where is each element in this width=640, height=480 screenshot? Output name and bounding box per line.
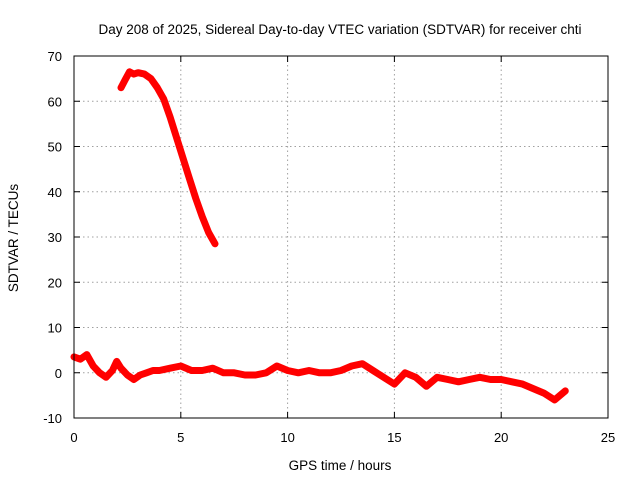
data-point <box>179 154 186 161</box>
axis-tick-labels: 0 5 10 15 20 25 -10 0 10 20 30 40 50 60 70 <box>43 49 615 445</box>
data-point <box>130 71 137 78</box>
y-tick-label: 60 <box>48 94 62 109</box>
data-point <box>209 365 216 372</box>
data-point <box>444 376 451 383</box>
data-point <box>137 372 144 379</box>
x-axis-label: GPS time / hours <box>289 458 392 473</box>
data-point <box>327 369 334 376</box>
data-point <box>540 390 547 397</box>
data-point <box>211 240 218 247</box>
axis-ticks <box>73 55 609 419</box>
data-point <box>130 376 137 383</box>
data-point <box>402 369 409 376</box>
data-point <box>519 381 526 388</box>
data-point <box>147 75 154 82</box>
data-point <box>199 213 206 220</box>
grid <box>74 56 608 418</box>
y-tick-label: 30 <box>48 230 62 245</box>
data-point <box>305 367 312 374</box>
data-point <box>109 367 116 374</box>
data-point <box>263 369 270 376</box>
x-tick-label: 15 <box>387 430 401 445</box>
data-point <box>316 369 323 376</box>
x-tick-label: 25 <box>601 430 615 445</box>
data-point <box>124 372 131 379</box>
data-point <box>177 362 184 369</box>
chart-title: Day 208 of 2025, Sidereal Day-to-day VTE… <box>99 22 582 37</box>
data-point <box>96 369 103 376</box>
data-point <box>220 369 227 376</box>
data-point <box>273 362 280 369</box>
series-track-0 <box>117 68 219 248</box>
data-point <box>186 175 193 182</box>
data-point <box>122 76 129 83</box>
data-point <box>156 367 163 374</box>
data-point <box>117 365 124 372</box>
data-point <box>466 376 473 383</box>
data-point <box>241 372 248 379</box>
data-point <box>199 367 206 374</box>
data-point <box>103 374 110 381</box>
data-point <box>476 374 483 381</box>
data-point <box>508 378 515 385</box>
data-point <box>143 369 150 376</box>
y-tick-label: 10 <box>48 321 62 336</box>
data-point <box>359 360 366 367</box>
y-tick-label: 70 <box>48 49 62 64</box>
data-point <box>113 358 120 365</box>
data-point <box>192 195 199 202</box>
x-tick-label: 20 <box>494 430 508 445</box>
data-point <box>150 367 157 374</box>
data-point <box>412 374 419 381</box>
data-point <box>391 381 398 388</box>
data-point <box>126 68 133 75</box>
data-point <box>154 84 161 91</box>
series-track-1 <box>70 351 569 404</box>
data-point <box>455 378 462 385</box>
data-point <box>487 376 494 383</box>
data-point <box>160 95 167 102</box>
data-point <box>167 365 174 372</box>
data-point <box>530 385 537 392</box>
data-point <box>77 356 84 363</box>
data-point <box>135 69 142 76</box>
data-point <box>370 367 377 374</box>
data-point <box>434 374 441 381</box>
data-point <box>295 369 302 376</box>
data-point <box>252 372 259 379</box>
y-axis-label: SDTVAR / TECUs <box>6 184 21 293</box>
y-tick-label: -10 <box>43 411 62 426</box>
data-series-sdtvar <box>70 68 569 404</box>
y-tick-label: 40 <box>48 185 62 200</box>
data-point <box>90 362 97 369</box>
data-point <box>188 367 195 374</box>
x-tick-label: 0 <box>70 430 77 445</box>
data-point <box>348 362 355 369</box>
data-point <box>141 71 148 78</box>
data-point <box>338 367 344 374</box>
data-point <box>117 84 124 91</box>
data-point <box>284 367 291 374</box>
data-point <box>83 351 90 358</box>
data-point <box>498 376 505 383</box>
data-point <box>423 383 430 390</box>
data-point <box>551 396 558 403</box>
data-point <box>167 114 174 121</box>
x-tick-label: 5 <box>177 430 184 445</box>
y-tick-label: 0 <box>55 366 62 381</box>
data-point <box>562 387 569 394</box>
data-point <box>231 369 238 376</box>
data-point <box>380 374 387 381</box>
data-point <box>205 229 212 236</box>
data-point <box>173 134 180 141</box>
y-tick-label: 20 <box>48 275 62 290</box>
x-tick-label: 10 <box>280 430 294 445</box>
y-tick-label: 50 <box>48 140 62 155</box>
